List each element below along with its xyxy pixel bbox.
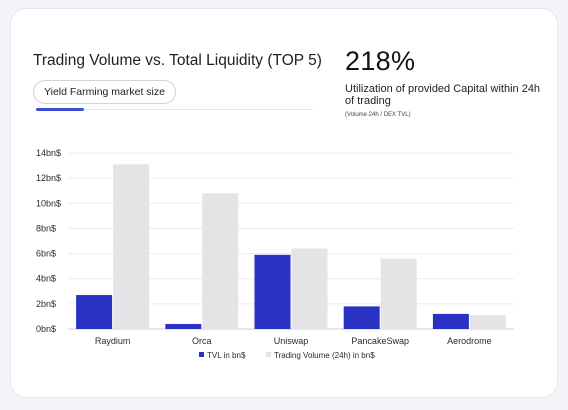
volume-bar[interactable] [202, 193, 239, 329]
active-tab-indicator [36, 108, 84, 111]
y-tick-label: 8bn$ [36, 223, 56, 233]
legend-tvl-label: TVL in bn$ [207, 351, 246, 360]
y-tick-label: 0bn$ [36, 324, 56, 334]
legend-tvl-swatch [199, 352, 204, 357]
tvl-bar[interactable] [76, 295, 113, 329]
volume-bar[interactable] [291, 248, 328, 329]
legend-volume-label: Trading Volume (24h) in bn$ [274, 351, 375, 360]
volume-bar[interactable] [380, 258, 417, 329]
legend-volume-swatch [266, 352, 271, 357]
volume-bar[interactable] [113, 164, 150, 329]
tvl-bar[interactable] [432, 313, 469, 329]
y-tick-label: 6bn$ [36, 249, 56, 259]
utilization-note: (Volume 24h / DEX TVL) [345, 112, 411, 118]
x-tick-label: Uniswap [274, 336, 309, 346]
y-tick-label: 14bn$ [36, 148, 61, 158]
y-tick-label: 4bn$ [36, 274, 56, 284]
utilization-value: 218% [345, 46, 416, 76]
x-tick-label: Orca [192, 336, 212, 346]
chart-title: Trading Volume vs. Total Liquidity (TOP … [33, 52, 322, 69]
utilization-description: Utilization of provided Capital within 2… [345, 83, 541, 107]
tvl-bar[interactable] [254, 254, 291, 329]
x-tick-label: Aerodrome [447, 336, 492, 346]
tab-underline [36, 109, 313, 110]
y-tick-label: 2bn$ [36, 299, 56, 309]
y-tick-label: 10bn$ [36, 198, 61, 208]
x-tick-label: Raydium [95, 336, 131, 346]
tvl-bar[interactable] [165, 323, 202, 329]
y-tick-label: 12bn$ [36, 173, 61, 183]
yield-farming-filter-button[interactable]: Yield Farming market size [33, 80, 176, 104]
x-tick-label: PancakeSwap [351, 336, 409, 346]
tvl-bar[interactable] [343, 306, 380, 329]
volume-bar[interactable] [469, 315, 506, 329]
